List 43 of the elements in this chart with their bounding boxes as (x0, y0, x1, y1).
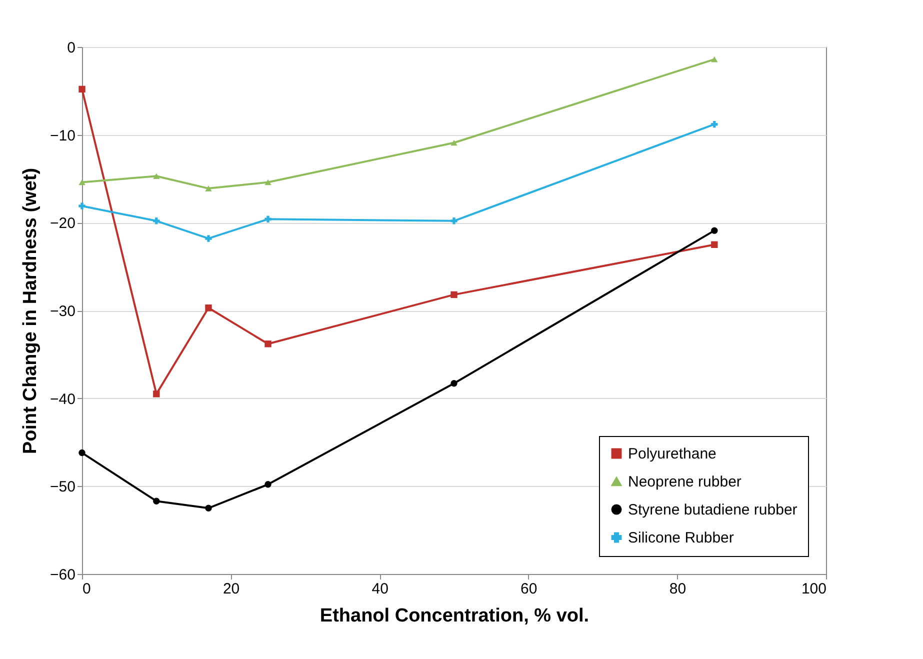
legend-label: Polyurethane (628, 446, 716, 462)
point (78, 179, 86, 186)
point (205, 304, 212, 312)
point (78, 202, 86, 210)
point (450, 218, 458, 224)
point (711, 120, 718, 128)
point (711, 241, 718, 248)
point (205, 235, 212, 242)
point (264, 216, 272, 223)
point (264, 340, 272, 348)
point (78, 86, 86, 93)
x-axis-title: Ethanol Concentration, % vol. (320, 606, 590, 626)
point (264, 179, 272, 186)
point (450, 291, 458, 298)
x-tick-label: 100 (801, 580, 826, 598)
x-tick-label: 60 (520, 580, 538, 598)
point (153, 498, 160, 504)
y-tick-label: −10 (50, 127, 76, 144)
point (450, 140, 458, 146)
y-tick-label: −30 (50, 303, 76, 320)
point (205, 504, 212, 512)
point (153, 390, 160, 398)
y-axis-title: Point Change in Hardness (wet) (20, 168, 42, 454)
point (711, 227, 718, 234)
point (205, 186, 212, 192)
y-tick-label: −40 (50, 390, 76, 408)
y-tick-label: −20 (50, 215, 76, 232)
legend-label: Neoprene rubber (628, 474, 742, 490)
y-tick-label: 0 (67, 40, 76, 56)
point (450, 380, 458, 387)
point (78, 449, 86, 456)
point (264, 481, 272, 488)
x-tick-label: 0 (82, 580, 91, 598)
x-tick-label: 20 (222, 580, 240, 598)
x-tick-label: 80 (669, 580, 686, 598)
y-tick-label: −50 (50, 478, 76, 496)
x-tick-label: 40 (372, 580, 388, 598)
legend-label: Styrene butadiene rubber (628, 502, 798, 518)
point (711, 56, 718, 62)
legend-label: Silicone Rubber (628, 530, 734, 546)
y-tick-label: −60 (50, 566, 76, 584)
point (153, 173, 160, 180)
point (153, 218, 160, 224)
